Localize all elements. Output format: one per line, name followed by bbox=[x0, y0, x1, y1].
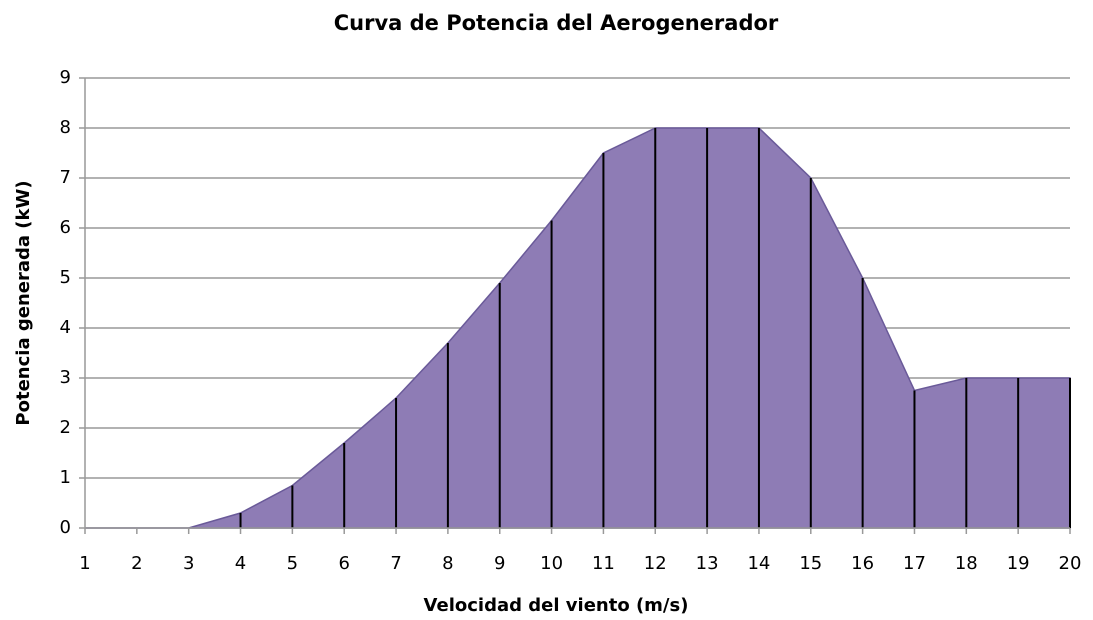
x-tick-label: 7 bbox=[390, 553, 401, 574]
x-tick-label: 13 bbox=[696, 553, 719, 574]
x-tick-label: 10 bbox=[540, 553, 563, 574]
y-tick-label: 2 bbox=[60, 417, 71, 438]
x-tick-label: 4 bbox=[235, 553, 246, 574]
y-tick-label: 7 bbox=[60, 167, 71, 188]
y-axis-label: Potencia generada (kW) bbox=[13, 180, 34, 425]
y-tick-label: 0 bbox=[60, 517, 71, 538]
y-tick-label: 8 bbox=[60, 117, 71, 138]
x-tick-label: 8 bbox=[442, 553, 453, 574]
x-tick-label: 12 bbox=[644, 553, 667, 574]
chart-title: Curva de Potencia del Aerogenerador bbox=[334, 11, 779, 35]
x-tick-label: 2 bbox=[131, 553, 142, 574]
x-tick-label: 11 bbox=[592, 553, 615, 574]
x-tick-label: 6 bbox=[338, 553, 349, 574]
x-tick-label: 16 bbox=[851, 553, 874, 574]
x-tick-label: 1 bbox=[79, 553, 90, 574]
x-tick-label: 14 bbox=[747, 553, 770, 574]
y-tick-label: 5 bbox=[60, 267, 71, 288]
y-tick-label: 9 bbox=[60, 67, 71, 88]
area bbox=[85, 127, 1071, 529]
x-axis-label: Velocidad del viento (m/s) bbox=[424, 595, 689, 616]
y-tick-label: 3 bbox=[60, 367, 71, 388]
x-tick-label: 18 bbox=[955, 553, 978, 574]
y-tick-label: 4 bbox=[60, 317, 71, 338]
x-tick-label: 5 bbox=[287, 553, 298, 574]
x-tick-label: 19 bbox=[1007, 553, 1030, 574]
x-tick-label: 17 bbox=[903, 553, 926, 574]
x-tick-label: 15 bbox=[799, 553, 822, 574]
x-tick-label: 20 bbox=[1059, 553, 1082, 574]
x-tick-label: 9 bbox=[494, 553, 505, 574]
y-tick-label: 6 bbox=[60, 217, 71, 238]
x-tick-label: 3 bbox=[183, 553, 194, 574]
y-tick-label: 1 bbox=[60, 467, 71, 488]
